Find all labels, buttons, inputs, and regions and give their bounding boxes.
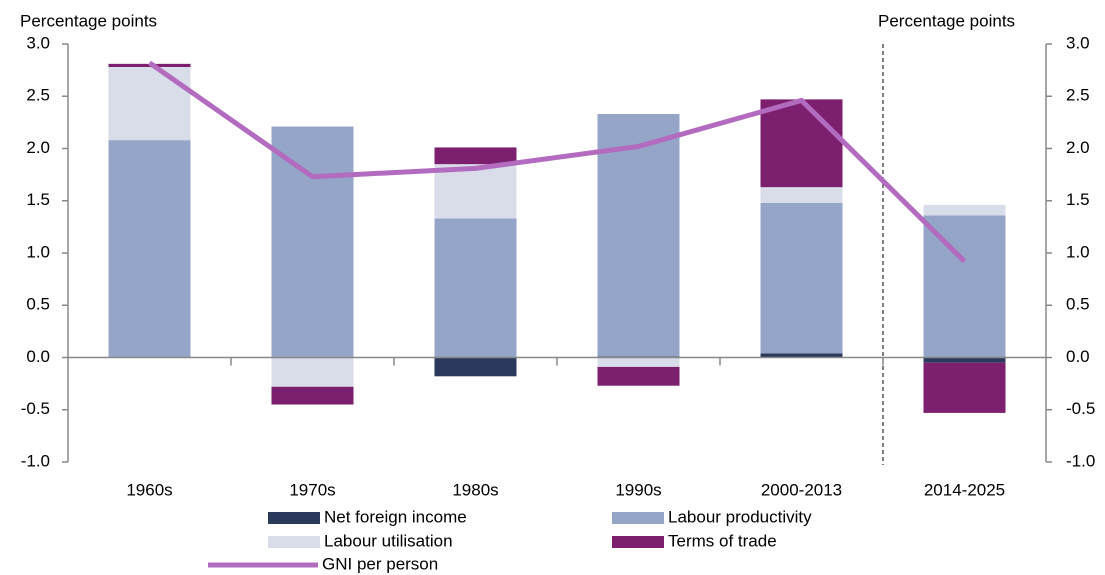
- bar-segment: [271, 126, 354, 358]
- bar-segment: [760, 99, 843, 188]
- legend-label: Terms of trade: [668, 531, 777, 550]
- bar-segment: [923, 357, 1006, 363]
- bar-segment: [434, 218, 517, 358]
- bar-segment: [108, 66, 191, 141]
- y2-tick-label: 0.0: [1066, 347, 1090, 366]
- y-tick-label: -0.5: [21, 399, 50, 418]
- legend-label: Labour productivity: [668, 507, 812, 526]
- y2-tick-label: -0.5: [1066, 399, 1095, 418]
- y-tick-label: 1.0: [26, 242, 50, 261]
- bar-segment: [434, 147, 517, 165]
- y2-axis-title: Percentage points: [878, 11, 1015, 30]
- x-tick-label: 2014-2025: [924, 480, 1005, 499]
- x-tick-label: 1990s: [615, 480, 661, 499]
- bar-segment: [597, 114, 680, 357]
- bar-segment: [271, 386, 354, 405]
- y2-tick-label: 0.5: [1066, 295, 1090, 314]
- y-tick-label: 1.5: [26, 190, 50, 209]
- y-tick-label: 3.0: [26, 33, 50, 52]
- y2-tick-label: 3.0: [1066, 33, 1090, 52]
- y-tick-label: 2.5: [26, 86, 50, 105]
- y-tick-label: 2.0: [26, 138, 50, 157]
- bar-segment: [923, 215, 1006, 358]
- bar-segment: [597, 357, 680, 367]
- legend-swatch: [268, 512, 320, 524]
- x-tick-label: 1970s: [289, 480, 335, 499]
- bar-segment: [760, 187, 843, 203]
- y2-tick-label: -1.0: [1066, 451, 1095, 470]
- legend-swatch: [612, 512, 664, 524]
- x-tick-label: 1980s: [452, 480, 498, 499]
- legend-swatch: [612, 536, 664, 548]
- bar-segment: [760, 202, 843, 354]
- y-axis-title: Percentage points: [20, 11, 157, 30]
- y2-tick-label: 2.0: [1066, 138, 1090, 157]
- y2-tick-label: 2.5: [1066, 86, 1090, 105]
- line-series: [148, 60, 967, 264]
- x-tick-label: 1960s: [126, 480, 172, 499]
- bar-segment: [923, 204, 1006, 216]
- y-tick-label: 0.5: [26, 295, 50, 314]
- bar-segment: [108, 140, 191, 358]
- bar-segment: [923, 362, 1006, 413]
- legend-label: Labour utilisation: [324, 531, 453, 550]
- y2-tick-label: 1.5: [1066, 190, 1090, 209]
- y-tick-label: 0.0: [26, 347, 50, 366]
- bar-segment: [434, 357, 517, 377]
- y2-tick-label: 1.0: [1066, 242, 1090, 261]
- x-tick-label: 2000-2013: [761, 480, 842, 499]
- bar-segment: [434, 164, 517, 219]
- legend-swatch: [268, 536, 320, 548]
- bar-segment: [760, 353, 843, 358]
- legend-label: Net foreign income: [324, 507, 467, 526]
- bar-segment: [597, 366, 680, 386]
- y-tick-label: -1.0: [21, 451, 50, 470]
- bar-segment: [271, 357, 354, 387]
- legend-label: GNI per person: [322, 554, 438, 573]
